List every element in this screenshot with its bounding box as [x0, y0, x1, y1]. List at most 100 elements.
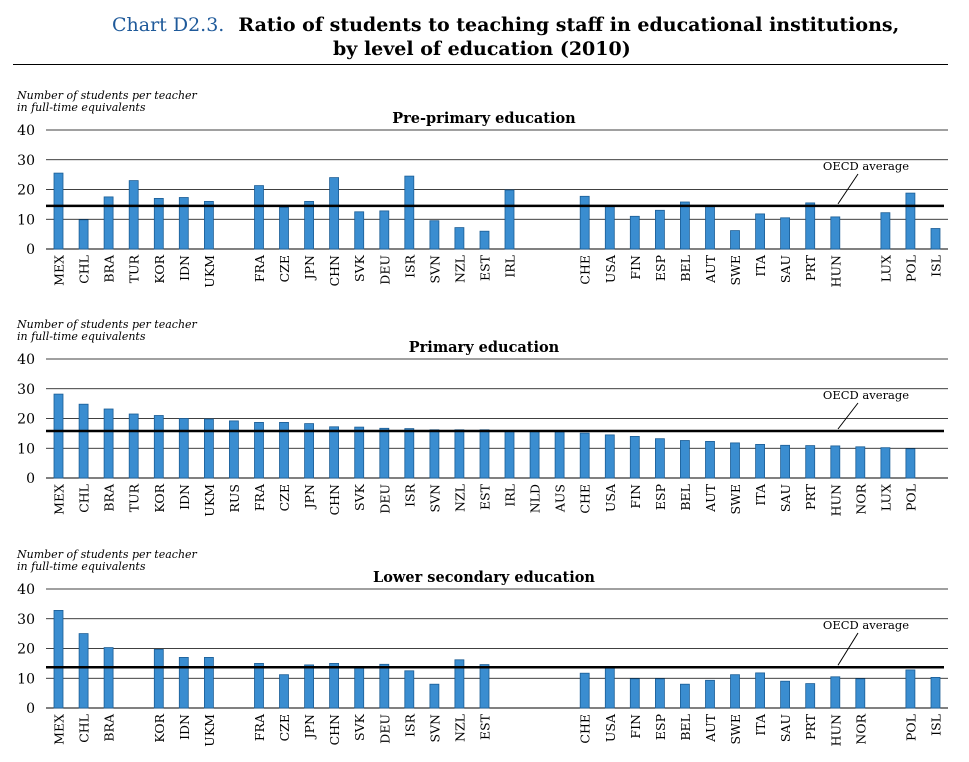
- bar-idn: [178, 418, 189, 479]
- oecd-average-pointer: [837, 173, 859, 205]
- bar-irl: [504, 430, 515, 479]
- bar-svn: [429, 683, 440, 709]
- bar-isl: [930, 677, 941, 709]
- x-tick-label-chn: CHN: [327, 484, 342, 515]
- x-tick-label-irl: IRL: [503, 255, 518, 278]
- bar-fin: [629, 215, 640, 250]
- bar-kor: [153, 197, 164, 250]
- bar-mex: [53, 393, 64, 479]
- bar-fra: [254, 185, 264, 250]
- x-tick-label-chl: CHL: [77, 255, 92, 284]
- bar-sau: [780, 444, 790, 479]
- x-tick-label-cze: CZE: [277, 714, 292, 741]
- x-tick-label-sau: SAU: [778, 714, 793, 742]
- x-tick-label-prt: PRT: [803, 254, 818, 281]
- bar-nor: [855, 446, 866, 479]
- bar-isr: [404, 175, 415, 250]
- y-tick-label: 0: [26, 471, 35, 487]
- bar-deu: [379, 663, 390, 709]
- x-tick-label-idn: IDN: [177, 484, 192, 510]
- x-tick-label-svk: SVK: [352, 713, 367, 741]
- x-tick-label-isr: ISR: [402, 254, 417, 278]
- x-tick-label-chn: CHN: [327, 714, 342, 745]
- bar-bra: [103, 647, 114, 709]
- y-axis-label-line-1: Number of students per teacher: [16, 548, 198, 561]
- y-tick-label: 20: [17, 412, 35, 428]
- bar-fin: [629, 435, 640, 479]
- y-tick-label: 40: [17, 582, 35, 598]
- panel-title: Primary education: [409, 339, 560, 356]
- bar-mex: [53, 172, 64, 250]
- x-tick-label-fra: FRA: [252, 483, 267, 511]
- bar-chn: [329, 426, 340, 479]
- x-tick-label-chl: CHL: [77, 714, 92, 743]
- bar-nzl: [454, 659, 465, 709]
- oecd-average-pointer: [837, 402, 859, 430]
- x-tick-label-bra: BRA: [102, 254, 117, 283]
- x-tick-label-pol: POL: [903, 714, 918, 741]
- x-tick-label-bel: BEL: [678, 255, 693, 282]
- chart-title-line-1: Ratio of students to teaching staff in e…: [238, 14, 900, 36]
- x-tick-label-jpn: JPN: [302, 714, 317, 740]
- bar-bel: [680, 440, 690, 479]
- x-tick-label-lux: LUX: [878, 484, 893, 511]
- x-tick-label-esp: ESP: [653, 484, 668, 510]
- x-tick-label-swe: SWE: [728, 484, 743, 515]
- bar-cze: [279, 206, 289, 250]
- bar-est: [479, 429, 490, 479]
- x-tick-label-tur: TUR: [127, 254, 142, 283]
- y-tick-label: 30: [17, 612, 35, 628]
- bar-swe: [730, 230, 740, 250]
- bar-aut: [705, 679, 715, 709]
- chart-title-line-2: by level of education (2010): [333, 38, 631, 60]
- x-tick-label-idn: IDN: [177, 255, 192, 281]
- x-tick-label-fra: FRA: [252, 713, 267, 741]
- bar-usa: [604, 667, 615, 709]
- bar-jpn: [304, 200, 315, 250]
- bar-sau: [780, 680, 790, 709]
- bar-cze: [279, 421, 289, 479]
- x-tick-label-isl: ISL: [928, 255, 943, 277]
- bar-esp: [655, 209, 665, 250]
- x-tick-label-nzl: NZL: [452, 255, 467, 283]
- x-tick-label-isr: ISR: [402, 483, 417, 507]
- y-tick-label: 20: [17, 183, 35, 199]
- bar-prt: [805, 202, 816, 250]
- y-tick-label: 40: [17, 352, 35, 368]
- bar-nor: [855, 678, 866, 709]
- x-tick-label-est: EST: [477, 483, 492, 510]
- bar-chl: [78, 633, 89, 709]
- y-axis-label-line-2: in full-time equivalents: [17, 560, 146, 573]
- x-tick-label-sau: SAU: [778, 255, 793, 283]
- x-tick-label-deu: DEU: [377, 484, 392, 514]
- bar-ita: [755, 672, 765, 709]
- bar-bel: [680, 683, 690, 709]
- x-tick-label-nor: NOR: [853, 483, 868, 514]
- bar-bel: [680, 201, 690, 250]
- x-tick-label-usa: USA: [603, 713, 618, 742]
- x-tick-label-che: CHE: [578, 255, 593, 285]
- bar-irl: [504, 189, 515, 250]
- x-tick-label-idn: IDN: [177, 714, 192, 740]
- x-tick-label-che: CHE: [578, 714, 593, 744]
- bar-fin: [629, 678, 640, 709]
- x-tick-label-irl: IRL: [503, 484, 518, 507]
- bar-hun: [830, 676, 841, 709]
- x-tick-label-deu: DEU: [377, 714, 392, 744]
- y-tick-label: 0: [26, 701, 35, 717]
- x-tick-label-isl: ISL: [928, 714, 943, 736]
- bar-pol: [905, 192, 916, 250]
- x-tick-label-kor: KOR: [152, 713, 167, 742]
- bar-swe: [730, 674, 740, 709]
- oecd-average-label: OECD average: [823, 159, 909, 173]
- chart-number: Chart D2.3.: [112, 14, 225, 36]
- bar-chl: [78, 219, 89, 250]
- x-tick-label-ita: ITA: [753, 483, 768, 506]
- bar-hun: [830, 445, 841, 479]
- bar-che: [579, 432, 590, 479]
- x-tick-label-bra: BRA: [102, 483, 117, 512]
- bar-svn: [429, 220, 440, 250]
- bar-esp: [655, 678, 665, 709]
- panel-title: Lower secondary education: [373, 569, 595, 586]
- x-tick-label-tur: TUR: [127, 483, 142, 512]
